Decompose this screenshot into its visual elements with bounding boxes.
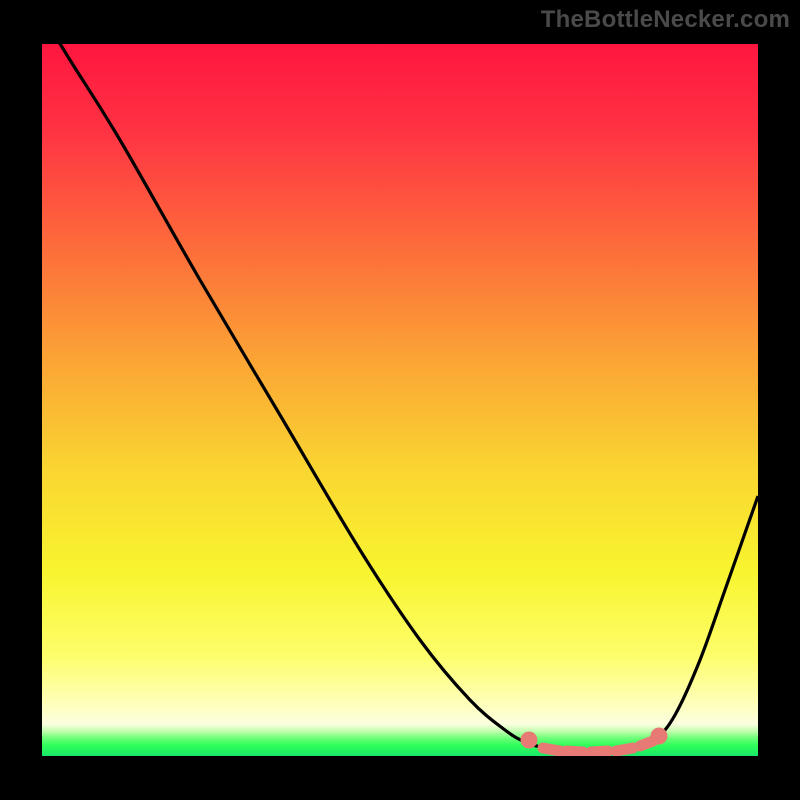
optimal-range-dash xyxy=(543,748,560,751)
optimal-range-dash xyxy=(566,751,583,752)
attribution-text: TheBottleNecker.com xyxy=(541,6,790,33)
optimal-range-dash xyxy=(616,748,633,751)
optimal-range-endpoint xyxy=(521,732,538,749)
optimal-range-dash xyxy=(640,741,653,746)
optimal-range-dash xyxy=(591,751,608,752)
chart-gradient-background xyxy=(42,44,758,756)
chart-svg xyxy=(0,0,800,800)
bottleneck-chart: TheBottleNecker.com xyxy=(0,0,800,800)
optimal-range-endpoint xyxy=(651,728,668,745)
attribution-label: TheBottleNecker.com xyxy=(541,6,790,34)
